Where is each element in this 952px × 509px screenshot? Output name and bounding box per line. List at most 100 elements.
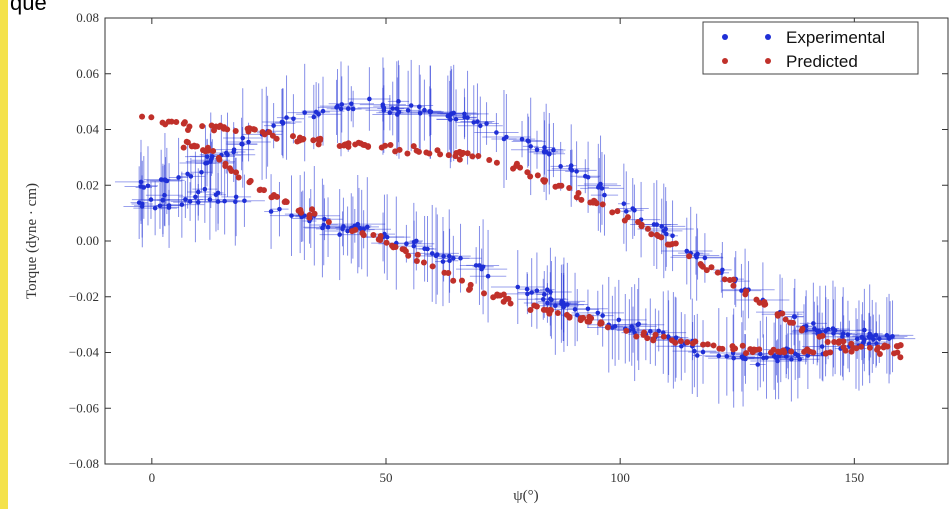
predicted-point [684,339,691,346]
experimental-point [621,201,627,207]
experimental-point [494,130,499,135]
predicted-point [480,290,487,297]
experimental-point [731,355,736,361]
experimental-point [663,226,668,232]
predicted-point [787,319,794,326]
predicted-point [558,182,565,189]
predicted-point [493,159,500,166]
experimental-point [791,314,797,319]
experimental-point [355,221,361,227]
experimental-point [240,135,246,141]
experimental-point [404,241,409,247]
experimental-point [695,251,700,257]
experimental-point [405,108,411,113]
predicted-point [370,231,377,238]
x-tick-label: 150 [845,470,865,485]
predicted-point [496,292,503,299]
experimental-point [215,199,221,204]
predicted-series [139,113,904,361]
predicted-point [775,348,782,355]
experimental-point [311,114,317,120]
predicted-point [180,144,187,151]
predicted-point [310,137,317,144]
predicted-point [486,156,493,163]
experimental-point [656,328,662,334]
experimental-point [179,202,185,207]
experimental-point [322,216,327,222]
predicted-point [770,346,777,353]
predicted-point [719,345,726,352]
predicted-point [875,344,882,351]
predicted-point [710,342,717,349]
plot-area [104,17,949,465]
experimental-point [233,194,239,200]
experimental-point [873,332,879,338]
predicted-point [352,141,359,148]
predicted-point [739,342,746,349]
experimental-point [429,251,435,256]
predicted-point [876,351,883,358]
predicted-point [410,143,417,150]
predicted-point [261,131,268,138]
predicted-point [599,201,606,208]
predicted-point [714,269,721,276]
predicted-point [309,206,316,213]
experimental-point [395,112,400,117]
predicted-point [531,302,538,309]
experimental-point [325,224,331,230]
predicted-point [383,239,390,246]
experimental-point [337,232,342,237]
experimental-point [365,224,370,230]
predicted-point [296,134,303,141]
predicted-point [507,300,514,307]
experimental-point [861,339,866,345]
x-tick-label: 0 [149,470,156,485]
predicted-point [289,133,296,140]
predicted-point [413,147,420,154]
predicted-point [653,231,660,238]
experimental-point [565,302,570,307]
experimental-point [670,233,675,239]
cropped-heading-fragment: que [10,0,47,15]
experimental-point [204,154,210,159]
experimental-point [694,353,700,358]
predicted-point [199,123,206,130]
predicted-point [780,347,787,354]
predicted-point [840,338,847,345]
experimental-point [213,192,219,198]
legend-predicted-marker-1 [722,58,728,64]
experimental-point [663,231,669,237]
predicted-point [543,307,550,314]
experimental-point [716,353,722,359]
predicted-point [633,333,640,340]
experimental-point [434,252,440,257]
experimental-point [519,136,525,142]
predicted-point [228,168,235,175]
legend: Experimental Predicted [702,21,919,75]
experimental-point [811,321,816,326]
experimental-point [222,198,227,204]
experimental-point [659,224,665,229]
experimental-point [139,204,145,209]
predicted-point [341,141,348,148]
predicted-point [205,147,212,154]
predicted-point [311,210,318,217]
predicted-point [689,340,696,347]
predicted-point [390,244,397,251]
predicted-point [540,177,547,184]
predicted-point [697,261,704,268]
predicted-point [749,349,756,356]
y-tick-label: −0.02 [69,289,99,304]
predicted-point [824,339,831,346]
experimental-point [338,106,344,112]
experimental-point [623,209,629,214]
experimental-point [145,183,151,189]
experimental-point [574,169,579,174]
predicted-point [405,252,412,259]
experimental-point [462,111,467,117]
predicted-point [761,301,768,308]
axes: 0 50 100 150 −0.08 −0.06 −0.04 −0.02 0.00 0.02 0.0… [69,10,948,485]
experimental-point [877,336,882,342]
predicted-point [700,341,707,348]
predicted-point [842,347,849,354]
